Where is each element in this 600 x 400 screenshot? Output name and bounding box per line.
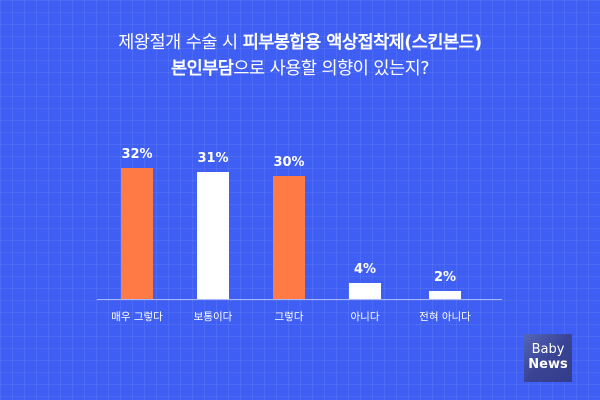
bar bbox=[197, 172, 229, 299]
bar-value-label: 30% bbox=[273, 155, 305, 170]
chart-title: 제왕절개 수술 시 피부봉합용 액상접착제(스킨본드) 본인부담으로 사용할 의… bbox=[0, 30, 600, 82]
bar-value-label: 2% bbox=[433, 270, 457, 285]
title-line2-bold: 본인부담 bbox=[171, 59, 234, 79]
bar-value-label: 31% bbox=[197, 151, 229, 166]
title-line2-regular: 으로 사용할 의향이 있는지? bbox=[233, 59, 429, 79]
category-label: 아니다 bbox=[350, 311, 380, 323]
category-label: 전혀 아니다 bbox=[419, 311, 471, 323]
title-line1-regular: 제왕절개 수술 시 bbox=[118, 33, 243, 53]
bar-value-label: 4% bbox=[353, 262, 377, 277]
x-axis-line bbox=[97, 299, 502, 300]
bar bbox=[121, 168, 153, 299]
title-line1-bold: 피부봉합용 액상접착제(스킨본드) bbox=[242, 33, 483, 53]
bar bbox=[273, 176, 305, 299]
babynews-logo: Baby News bbox=[524, 334, 572, 382]
bar-value-label: 32% bbox=[121, 147, 153, 162]
logo-line2: News bbox=[528, 357, 568, 372]
category-label: 그렇다 bbox=[274, 311, 304, 323]
bar bbox=[349, 283, 381, 299]
bar bbox=[429, 291, 461, 299]
logo-line1: Baby bbox=[531, 342, 565, 357]
category-label: 보통이다 bbox=[193, 311, 233, 323]
category-label: 매우 그렇다 bbox=[111, 311, 163, 323]
